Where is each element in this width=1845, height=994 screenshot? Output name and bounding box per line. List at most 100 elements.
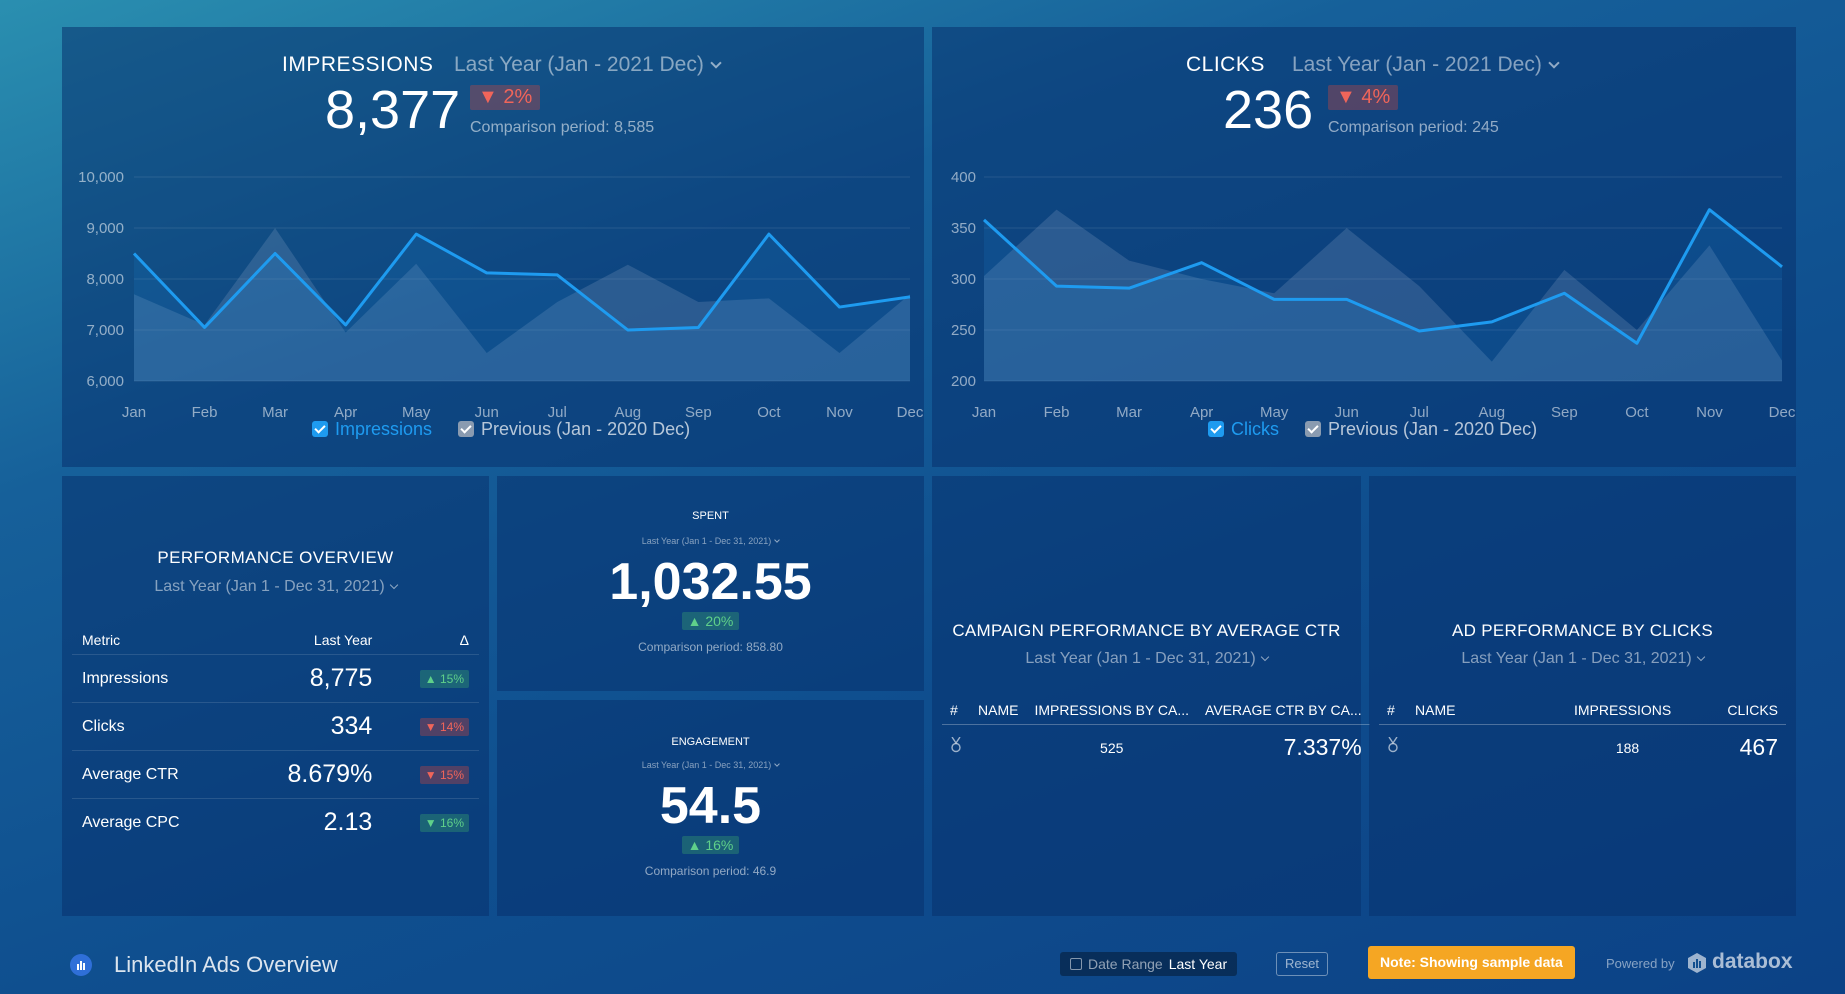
metric-name: Clicks xyxy=(72,702,237,751)
triangle-down-icon: ▼ xyxy=(424,815,440,830)
impressions-value: 8,377 xyxy=(325,80,461,140)
delta-badge: ▼ 16% xyxy=(419,813,469,832)
impressions-legend: Impressions Previous (Jan - 2020 Dec) xyxy=(312,419,690,440)
x-tick-label: Oct xyxy=(1625,404,1649,421)
impressions-comparison: Comparison period: 8,585 xyxy=(470,119,655,136)
impressions-period-dropdown[interactable]: Last Year (Jan - 2021 Dec) xyxy=(454,53,722,77)
current-series-area xyxy=(984,209,1782,381)
ad-impressions: 188 xyxy=(1615,739,1640,756)
performance-table: Metric Last Year Δ Impressions 8,775 ▲ 1… xyxy=(72,626,479,847)
column-header-rank[interactable]: # xyxy=(1379,696,1407,725)
impressions-title: IMPRESSIONS xyxy=(282,53,434,76)
chevron-down-icon xyxy=(710,57,722,69)
column-header-name[interactable]: NAME xyxy=(970,696,1027,725)
clicks-change-badge: ▼ 4% xyxy=(1328,85,1399,110)
y-tick-label: 9,000 xyxy=(86,220,124,237)
spent-change-badge: ▲ 20% xyxy=(497,612,924,631)
reset-button[interactable]: Reset xyxy=(1276,952,1328,976)
performance-overview-panel: PERFORMANCE OVERVIEW Last Year (Jan 1 - … xyxy=(62,476,489,916)
spent-period-dropdown[interactable]: Last Year (Jan 1 - Dec 31, 2021) xyxy=(497,531,924,549)
engagement-period-dropdown[interactable]: Last Year (Jan 1 - Dec 31, 2021) xyxy=(497,755,924,773)
metric-value: 2.13 xyxy=(323,808,373,837)
table-row: Average CTR 8.679% ▼ 15% xyxy=(72,750,479,799)
column-header-last-year[interactable]: Last Year xyxy=(236,626,383,655)
performance-period-dropdown[interactable]: Last Year (Jan 1 - Dec 31, 2021) xyxy=(62,578,489,596)
ads-period-dropdown[interactable]: Last Year (Jan 1 - Dec 31, 2021) xyxy=(1369,650,1796,668)
x-tick-label: Jul xyxy=(548,404,567,421)
clicks-comparison: Comparison period: 245 xyxy=(1328,119,1499,136)
x-tick-label: Feb xyxy=(192,404,218,421)
current-series-line xyxy=(132,232,911,332)
table-row[interactable]: 188 467 xyxy=(1379,725,1786,771)
impressions-chart: 10,000 9,000 8,000 7,000 6,000 Jan Feb Mar Apr Ma… xyxy=(78,169,924,421)
clicks-period-dropdown[interactable]: Last Year (Jan - 2021 Dec) xyxy=(1292,53,1560,77)
databox-brand-icon xyxy=(1687,952,1707,974)
impressions-panel: IMPRESSIONS Last Year (Jan - 2021 Dec) 8… xyxy=(62,27,924,467)
engagement-comparison: Comparison period: 46.9 xyxy=(644,864,777,878)
column-header-clicks[interactable]: CLICKS xyxy=(1679,696,1786,725)
dashboard-title: LinkedIn Ads Overview xyxy=(114,952,338,977)
column-header-name[interactable]: NAME xyxy=(1407,696,1498,725)
previous-series-area xyxy=(134,228,910,381)
legend-clicks[interactable]: Clicks xyxy=(1208,419,1279,440)
table-row[interactable]: 525 7.337% xyxy=(942,725,1370,771)
column-header-metric[interactable]: Metric xyxy=(72,626,237,655)
y-tick-label: 400 xyxy=(951,169,976,186)
campaign-impressions: 525 xyxy=(1100,739,1124,756)
clicks-title: CLICKS xyxy=(1186,53,1265,76)
metric-value: 334 xyxy=(236,702,383,751)
checkbox-icon xyxy=(312,421,328,437)
table-row: Impressions 8,775 ▲ 15% xyxy=(72,654,479,703)
x-tick-label: Jun xyxy=(475,404,499,421)
y-tick-label: 6,000 xyxy=(86,373,124,390)
spent-panel: SPENT Last Year (Jan 1 - Dec 31, 2021) 1… xyxy=(497,476,924,691)
databox-logo-icon xyxy=(70,954,92,976)
column-header-impressions[interactable]: IMPRESSIONS BY CA... xyxy=(1026,696,1198,725)
legend-previous[interactable]: Previous (Jan - 2020 Dec) xyxy=(458,419,690,440)
triangle-down-icon: ▼ xyxy=(478,86,504,108)
engagement-change-badge: ▲ 16% xyxy=(497,836,924,855)
column-header-delta[interactable]: Δ xyxy=(382,626,479,655)
x-tick-label: Mar xyxy=(1116,404,1142,421)
chevron-down-icon xyxy=(1548,57,1560,69)
campaign-period-dropdown[interactable]: Last Year (Jan 1 - Dec 31, 2021) xyxy=(932,650,1361,668)
y-tick-label: 200 xyxy=(951,373,976,390)
checkbox-icon xyxy=(1208,421,1224,437)
databox-brand[interactable]: databox xyxy=(1712,950,1793,973)
checkbox-icon xyxy=(458,421,475,437)
chevron-down-icon xyxy=(774,761,781,767)
column-header-impressions[interactable]: IMPRESSIONS xyxy=(1497,696,1680,725)
chevron-down-icon xyxy=(774,537,781,543)
date-range-control[interactable]: Date Range Last Year xyxy=(1060,952,1238,976)
metric-value: 8.679% xyxy=(236,750,383,799)
impressions-change-badge: ▼ 2% xyxy=(470,85,541,110)
legend-previous[interactable]: Previous (Jan - 2020 Dec) xyxy=(1305,419,1537,440)
x-tick-label: Aug xyxy=(1478,404,1505,421)
x-tick-label: Jan xyxy=(972,404,996,421)
table-row: Clicks 334 ▼ 14% xyxy=(72,702,479,751)
y-tick-label: 350 xyxy=(951,220,976,237)
sample-data-note: Note: Showing sample data xyxy=(1368,946,1575,979)
metric-value: 8,775 xyxy=(236,654,383,703)
x-tick-label: Sep xyxy=(1551,404,1578,421)
x-tick-label: Sep xyxy=(685,404,712,421)
triangle-down-icon: ▼ xyxy=(1336,86,1362,108)
x-tick-label: May xyxy=(1260,404,1289,421)
column-header-rank[interactable]: # xyxy=(942,696,970,725)
medal-icon xyxy=(1387,736,1399,753)
x-tick-label: Aug xyxy=(614,404,641,421)
chevron-down-icon xyxy=(389,580,398,590)
triangle-down-icon: ▼ xyxy=(424,719,440,734)
legend-impressions[interactable]: Impressions xyxy=(312,419,432,440)
chevron-down-icon xyxy=(1696,652,1705,662)
triangle-up-icon: ▲ xyxy=(424,671,440,686)
x-tick-label: May xyxy=(402,404,431,421)
delta-badge: ▲ 15% xyxy=(419,669,469,688)
triangle-up-icon: ▲ xyxy=(687,613,706,629)
column-header-average-ctr[interactable]: AVERAGE CTR BY CA... xyxy=(1197,696,1370,725)
x-tick-label: Apr xyxy=(1190,404,1213,421)
x-tick-label: Mar xyxy=(262,404,288,421)
x-tick-label: Jan xyxy=(122,404,146,421)
x-tick-label: Jun xyxy=(1335,404,1359,421)
x-tick-label: Dec xyxy=(1769,404,1796,421)
